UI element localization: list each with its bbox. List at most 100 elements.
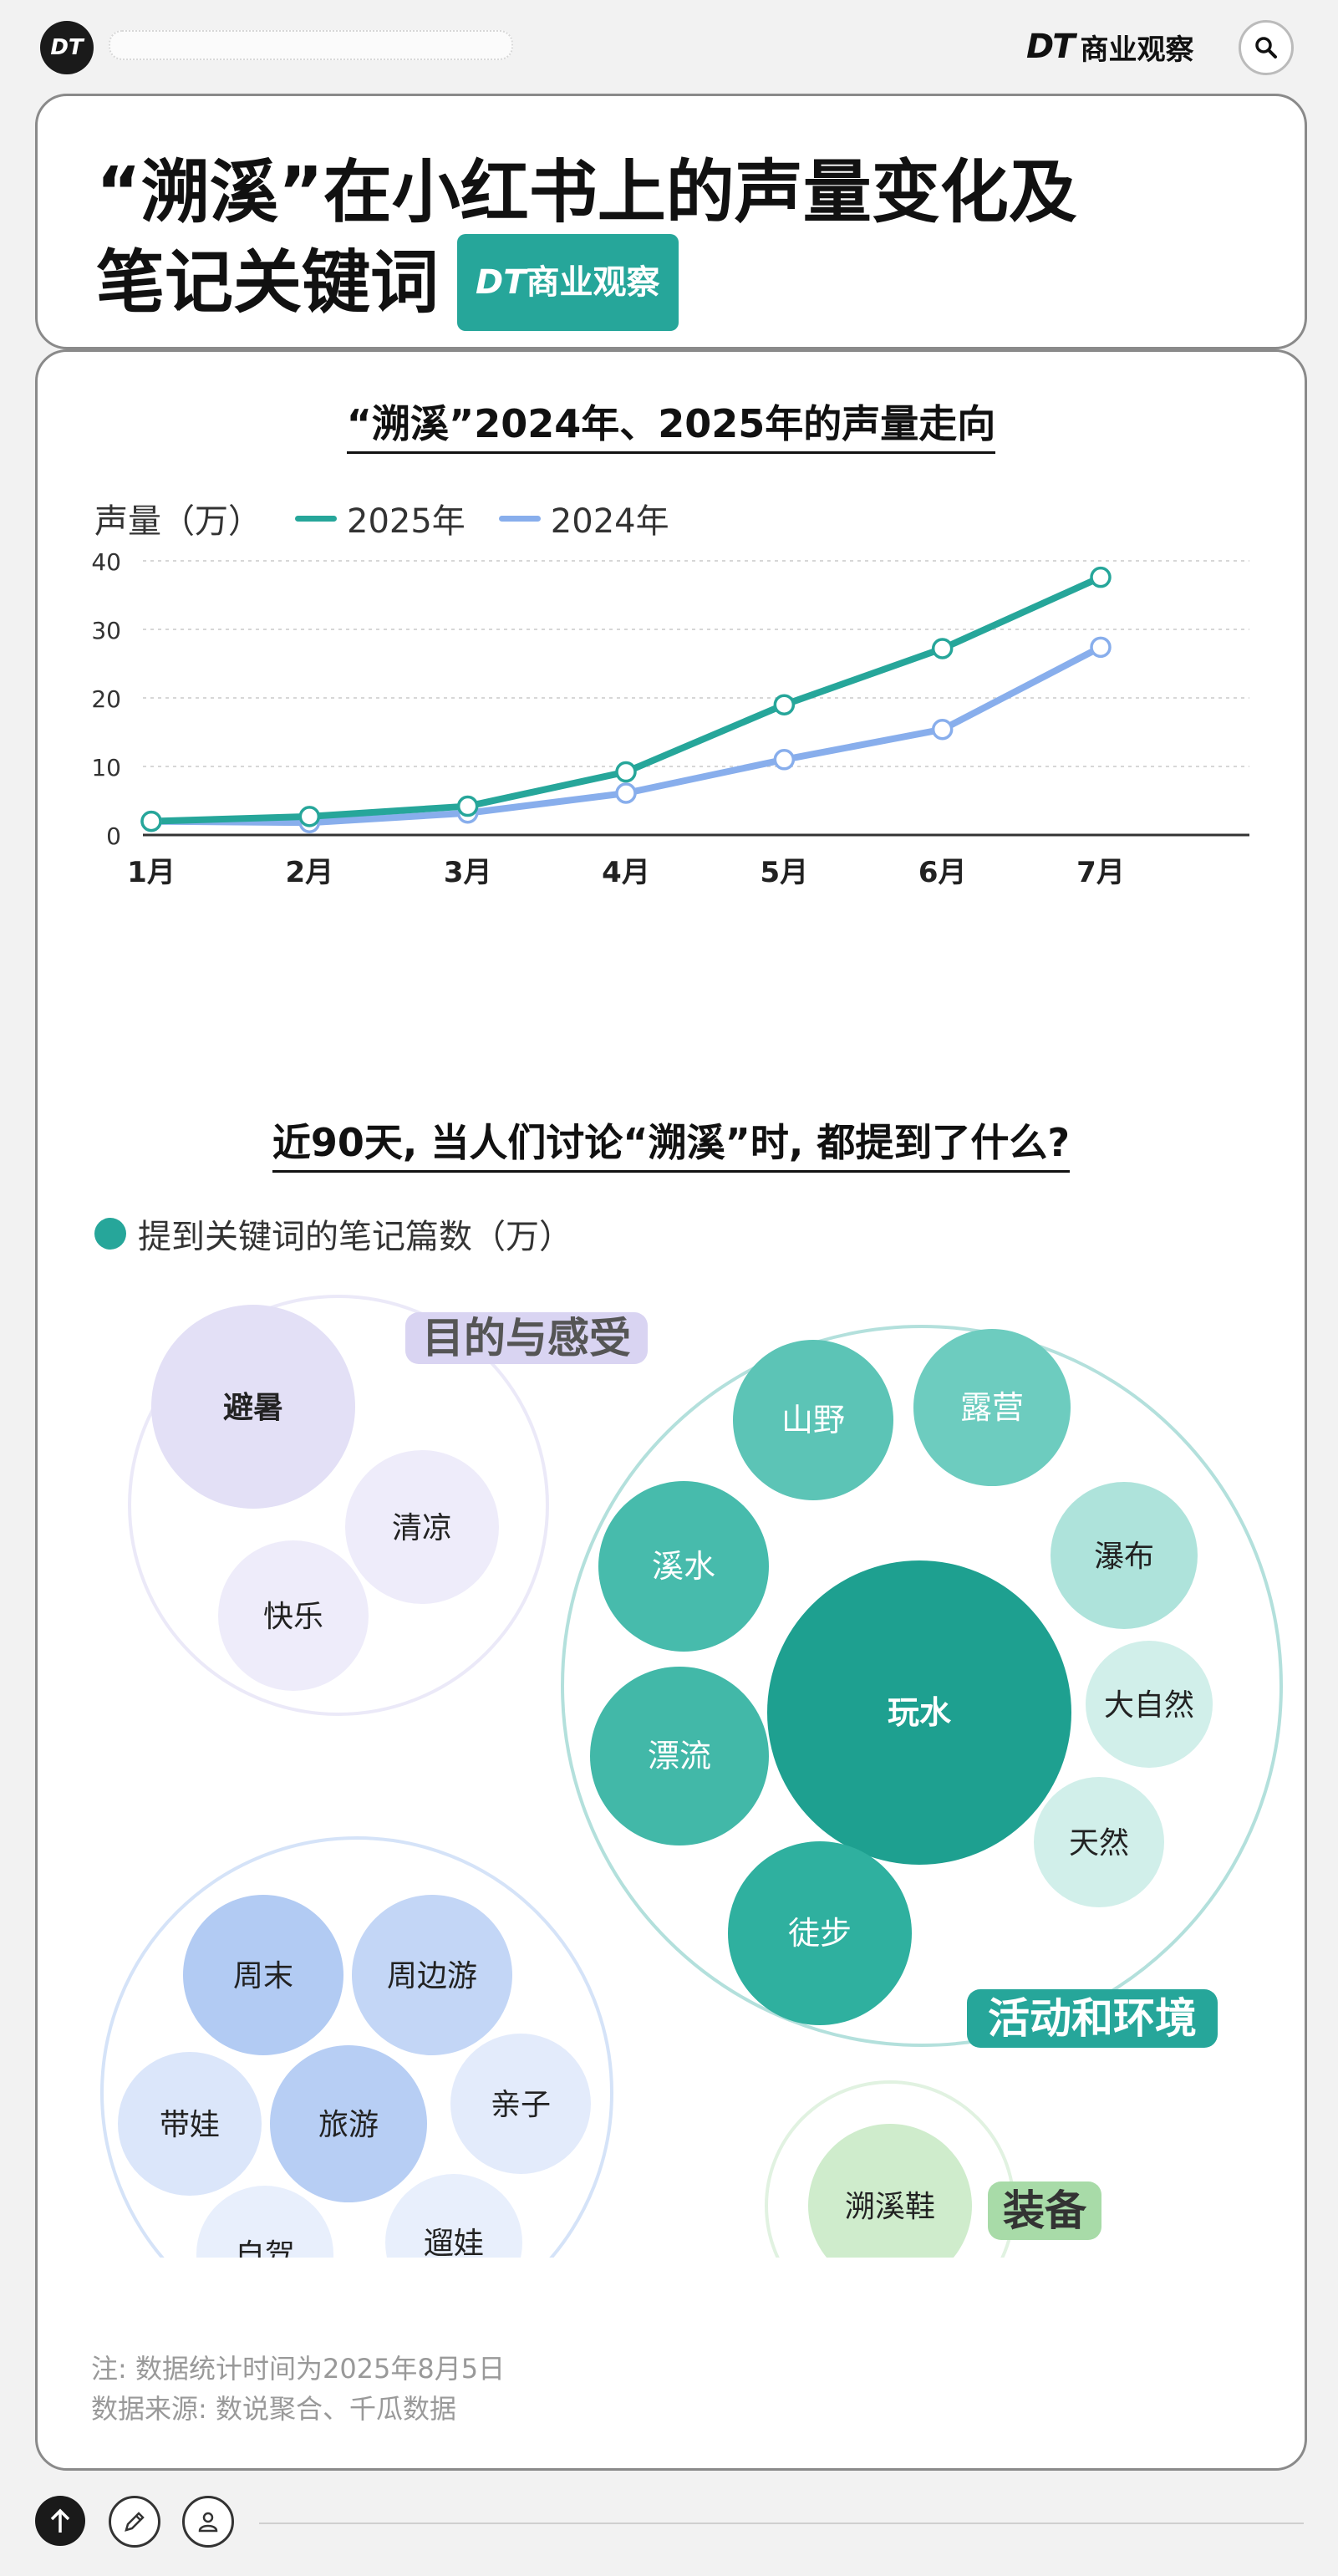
title-line-1: “溯溪”在小红书上的声量变化及 [96,153,1077,232]
badge-prefix: DT [476,262,527,302]
keyword-label: 亲子 [491,2088,551,2122]
keyword-label: 山野 [781,1402,845,1438]
keyword-bubble [1086,1641,1213,1768]
search-icon [1255,37,1277,59]
data-point [773,749,796,771]
data-point [140,810,162,832]
keyword-bubble [183,1895,343,2055]
y-tick-label: 30 [91,617,121,644]
keyword-label: 溯溪鞋 [845,2190,935,2224]
search-button[interactable] [1239,20,1294,75]
dt-logo[interactable]: DT [40,21,94,74]
keyword-bubble [590,1667,769,1845]
note-date: 注: 数据统计时间为2025年8月5日 [91,2353,506,2385]
group-outline [561,1325,1283,2047]
bubble-chart-legend: 提到关键词的笔记篇数（万） [94,1209,572,1258]
data-point [1090,566,1112,588]
group-label-box [988,2181,1101,2240]
keyword-label: 天然 [1069,1826,1129,1861]
legend-label-2025: 2025年 [347,502,466,541]
bottom-divider [259,2523,1304,2524]
keyword-label: 清凉 [392,1511,452,1545]
y-tick-label: 40 [91,548,121,576]
x-tick-label: 5月 [760,856,808,889]
keyword-bubble [598,1481,769,1652]
legend-swatch-2025 [295,515,337,522]
brand-badge: DT商业观察 [457,233,679,331]
title-card: “溯溪”在小红书上的声量变化及 笔记关键词 DT商业观察 [35,94,1307,349]
keyword-bubble [385,2174,522,2258]
keyword-label: 避暑 [223,1391,283,1425]
line-chart-title: “溯溪”2024年、2025年的声量走向 [38,394,1305,454]
profile-button[interactable] [182,2496,234,2548]
arrow-up-icon [50,2508,70,2533]
brand-prefix: DT [1026,28,1075,66]
legend-label-2024: 2024年 [550,502,669,541]
group-outline [128,1295,549,1716]
x-tick-label: 7月 [1076,856,1125,889]
keyword-bubble [270,2045,427,2202]
data-point [1090,636,1112,659]
keyword-bubble [345,1450,499,1604]
group-label-box [967,1989,1218,2048]
scroll-top-button[interactable] [35,2496,85,2546]
keyword-bubble [196,2186,333,2258]
keyword-bubble [913,1329,1071,1486]
keyword-label: 露营 [960,1389,1024,1426]
y-tick-label: 20 [91,685,121,713]
brand-name: 商业观察 [1080,33,1194,67]
pencil-icon [125,2512,145,2532]
keyword-bubble [118,2052,262,2196]
keyword-bubble [728,1841,912,2025]
keyword-bubble [808,2124,972,2258]
data-point [615,782,637,804]
x-tick-label: 3月 [444,856,492,889]
keyword-label: 旅游 [318,2108,379,2142]
legend-dot [94,1218,126,1250]
x-tick-label: 2月 [285,856,333,889]
edit-button[interactable] [109,2496,160,2548]
bubble-chart-title: 近90天, 当人们讨论“溯溪”时, 都提到了什么? [38,1112,1305,1173]
page-title: “溯溪”在小红书上的声量变化及 笔记关键词 DT商业观察 [96,148,1077,336]
keyword-bubble [450,2034,591,2174]
bubble-chart-title-text: 近90天, 当人们讨论“溯溪”时, 都提到了什么? [272,1120,1071,1173]
legend-swatch-2024 [498,515,541,522]
keyword-label: 漂流 [648,1738,711,1774]
group-label: 目的与感受 [422,1314,631,1362]
title-line-2: 笔记关键词 DT商业观察 [96,233,1077,336]
data-point [931,718,954,741]
group-label-box [405,1312,648,1364]
data-point [773,694,796,715]
keyword-label: 大自然 [1104,1688,1194,1723]
top-bar: DT DT 商业观察 [0,0,1338,92]
data-point [456,795,479,817]
y-tick-label: 10 [91,754,121,781]
user-icon [198,2512,218,2533]
keyword-label: 周末 [233,1959,293,1993]
keyword-bubble [218,1540,369,1691]
keyword-label: 遛娃 [424,2227,484,2258]
keyword-label: 玩水 [888,1694,952,1731]
x-tick-label: 1月 [127,856,176,889]
keyword-label: 徒步 [788,1915,852,1952]
x-tick-label: 6月 [918,856,967,889]
keyword-bubble [352,1895,512,2055]
note-source: 数据来源: 数说聚合、千瓜数据 [91,2393,456,2425]
data-point [615,761,637,783]
line-chart-legend: 声量（万） 2025年 2024年 [94,494,669,542]
line-chart-title-text: “溯溪”2024年、2025年的声量走向 [346,401,996,454]
keyword-label: 快乐 [263,1600,323,1634]
badge-text: 商业观察 [526,262,660,302]
keyword-label: 瀑布 [1094,1540,1154,1574]
keyword-label: 周边游 [387,1959,477,1993]
group-label: 活动和环境 [988,1994,1197,2043]
keyword-bubble [151,1305,355,1509]
top-search-field[interactable] [109,30,513,60]
keyword-bubble [1034,1777,1164,1907]
keyword-label: 自驾 [235,2238,295,2258]
content-card: “溯溪”2024年、2025年的声量走向 声量（万） 2025年 2024年 0… [35,349,1307,2471]
x-tick-label: 4月 [602,856,650,889]
y-tick-label: 0 [106,822,121,850]
keyword-label: 溪水 [652,1548,715,1585]
